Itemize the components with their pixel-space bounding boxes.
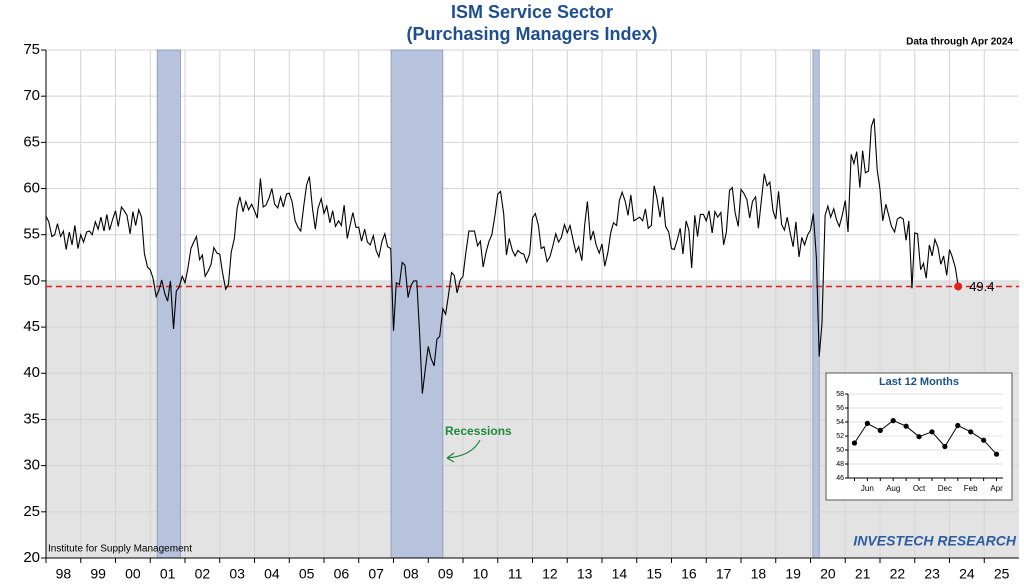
x-tick-label: 23 <box>924 566 940 582</box>
inset-y-tick-label: 54 <box>836 419 844 426</box>
y-tick-label: 20 <box>23 549 40 566</box>
x-tick-label: 05 <box>299 566 315 582</box>
x-tick-label: 06 <box>334 566 350 582</box>
x-tick-label: 25 <box>994 566 1010 582</box>
x-tick-label: 01 <box>160 566 176 582</box>
inset-x-tick-label: Oct <box>913 484 926 493</box>
x-tick-label: 13 <box>577 566 593 582</box>
inset-title: Last 12 Months <box>879 376 959 388</box>
x-tick-label: 17 <box>716 566 732 582</box>
recession-band <box>156 49 181 559</box>
inset-point <box>993 451 1000 457</box>
data-note: Data through Apr 2024 <box>906 37 1013 48</box>
logo: INVESTECH RESEARCH <box>853 533 1016 549</box>
last-point <box>954 282 963 291</box>
inset-point <box>903 423 909 429</box>
y-tick-label: 25 <box>23 503 40 520</box>
inset-y-tick-label: 48 <box>836 461 844 468</box>
x-tick-label: 22 <box>890 566 906 582</box>
chart-subtitle: (Purchasing Managers Index) <box>406 24 657 44</box>
y-tick-label: 40 <box>23 364 40 381</box>
inset-x-tick-label: Aug <box>886 484 900 493</box>
inset-point <box>981 437 987 443</box>
x-tick-label: 18 <box>751 566 767 582</box>
x-tick-label: 08 <box>403 566 419 582</box>
inset-point <box>877 427 883 433</box>
inset-point <box>864 420 870 426</box>
inset-point <box>968 429 974 435</box>
inset-point <box>916 434 922 440</box>
recession-band <box>390 49 444 559</box>
chart-title: ISM Service Sector <box>451 2 613 22</box>
inset-x-tick-label: Dec <box>938 484 952 493</box>
x-tick-label: 02 <box>195 566 211 582</box>
x-tick-label: 98 <box>56 566 72 582</box>
inset-point <box>955 422 961 429</box>
inset-point <box>942 443 948 450</box>
x-tick-label: 00 <box>125 566 141 582</box>
x-tick-label: 24 <box>959 566 975 582</box>
x-tick-label: 04 <box>264 566 280 582</box>
x-tick-label: 15 <box>646 566 662 582</box>
x-tick-label: 09 <box>438 566 454 582</box>
x-tick-label: 11 <box>508 566 523 582</box>
inset-chart: Last 12 Months 46 48 50 52 54 56 58 Jun Aug Oct Dec… <box>825 372 1013 501</box>
x-tick-label: 10 <box>473 566 489 582</box>
x-tick-label: 14 <box>612 566 628 582</box>
y-tick-label: 55 <box>23 226 40 243</box>
x-tick-label: 19 <box>785 566 801 582</box>
y-tick-label: 35 <box>23 410 40 427</box>
y-tick-label: 75 <box>23 41 40 58</box>
y-tick-label: 65 <box>23 133 40 150</box>
y-tick-label: 45 <box>23 318 40 335</box>
x-tick-label: 12 <box>542 566 558 582</box>
inset-y-tick-label: 56 <box>836 405 844 412</box>
reference-label: 49.4 <box>969 279 994 294</box>
annotation-arrow <box>446 439 481 463</box>
x-tick-label: 21 <box>855 566 871 582</box>
inset-point <box>890 418 896 424</box>
inset-x-tick-label: Apr <box>990 484 1003 493</box>
y-tick-label: 50 <box>23 272 40 289</box>
y-tick-label: 60 <box>23 180 40 197</box>
inset-point <box>929 429 935 435</box>
inset-y-tick-label: 46 <box>836 475 844 482</box>
inset-x-tick-label: Jun <box>861 484 874 493</box>
x-tick-label: 20 <box>820 566 836 582</box>
inset-x-tick-label: Feb <box>964 484 978 493</box>
x-tick-label: 03 <box>229 566 245 582</box>
x-tick-label: 99 <box>90 566 106 582</box>
x-tick-label: 07 <box>368 566 384 582</box>
recession-label: Recessions <box>445 424 512 438</box>
x-tick-label: 16 <box>681 566 697 582</box>
inset-point <box>851 440 858 446</box>
inset-y-tick-label: 58 <box>836 391 844 398</box>
y-tick-label: 30 <box>23 457 40 474</box>
inset-y-tick-label: 50 <box>836 447 844 454</box>
source: Institute for Supply Management <box>48 544 192 555</box>
inset-y-tick-label: 52 <box>836 433 844 440</box>
y-tick-label: 70 <box>23 87 40 104</box>
data-line <box>45 118 959 394</box>
